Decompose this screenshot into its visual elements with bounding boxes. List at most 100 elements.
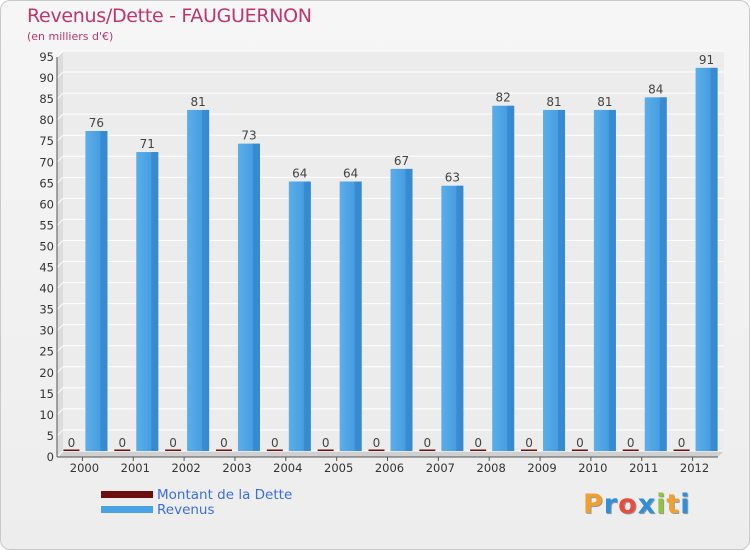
revenue-bar-shade (100, 131, 108, 451)
legend-item-dette: Montant de la Dette (101, 486, 293, 503)
debt-data-label: 0 (373, 436, 381, 450)
gridline-wall (56, 71, 64, 79)
plot-side-wall (57, 51, 63, 457)
revenue-bar-shade (303, 181, 311, 452)
debt-bar (165, 449, 182, 451)
x-tick-label: 2007 (426, 461, 455, 475)
y-tick-label: 90 (39, 71, 54, 85)
revenue-bar-shade (202, 109, 210, 452)
y-tick-label: 85 (39, 92, 54, 106)
debt-bar (63, 449, 80, 451)
gridline-wall (56, 219, 64, 226)
debt-data-label: 0 (271, 436, 279, 450)
logo-letter: P (583, 489, 604, 520)
revenue-bar-shade (608, 109, 616, 452)
legend-item-revenus: Revenus (101, 501, 292, 518)
revenue-bar-shade (354, 181, 362, 452)
revenue-data-label: 81 (546, 95, 561, 109)
revenue-bar-shade (659, 97, 667, 451)
x-tick-label: 2009 (527, 461, 556, 475)
gridline-wall (56, 345, 64, 353)
gridline-wall (56, 198, 64, 205)
revenue-bar-shade (507, 105, 515, 451)
debt-data-label: 0 (68, 436, 76, 450)
revenue-data-label: 81 (190, 95, 205, 109)
y-tick-label: 50 (39, 239, 54, 253)
debt-data-label: 0 (576, 436, 584, 450)
gridline-wall (56, 240, 64, 247)
revenue-bar-shade (252, 143, 260, 451)
x-tick-label: 2003 (222, 461, 251, 475)
y-tick-label: 75 (39, 134, 54, 148)
logo-letter: i (680, 489, 691, 520)
revenue-bar-shade (456, 185, 464, 451)
y-tick-label: 30 (39, 324, 54, 338)
proxiti-logo: Proxiti (583, 489, 691, 520)
gridline-wall (56, 50, 64, 58)
revenue-data-label: 82 (496, 91, 511, 105)
debt-data-label: 0 (322, 436, 330, 450)
y-tick-label: 35 (39, 303, 54, 317)
revenue-data-label: 67 (394, 154, 409, 168)
x-tick-label: 2004 (273, 461, 302, 475)
debt-bar (266, 449, 283, 451)
revenue-data-label: 63 (445, 171, 460, 185)
x-tick-label: 2002 (171, 461, 200, 475)
debt-data-label: 0 (474, 436, 482, 450)
debt-data-label: 0 (118, 436, 126, 450)
y-tick-label: 15 (39, 387, 54, 401)
gridline-wall (56, 324, 64, 332)
x-tick-label: 2010 (578, 461, 607, 475)
y-tick-label: 25 (39, 345, 54, 359)
legend-label-revenus: Revenus (157, 501, 215, 518)
gridline-wall (56, 303, 64, 310)
y-tick-label: 55 (39, 218, 54, 232)
gridline-wall (56, 450, 64, 458)
revenue-bar-shade (405, 168, 413, 452)
y-tick-label: 20 (39, 366, 54, 380)
y-tick-label: 0 (47, 450, 54, 464)
debt-data-label: 0 (627, 436, 635, 450)
revenue-data-label: 84 (648, 82, 663, 96)
debt-bar (114, 449, 131, 451)
legend-swatch-dette (101, 491, 153, 498)
revenue-data-label: 71 (140, 137, 155, 151)
gridline-wall (56, 282, 64, 289)
y-tick-label: 80 (39, 113, 54, 127)
revenue-bar-shade (558, 109, 566, 452)
gridline-wall (56, 429, 64, 437)
logo-letter: x (637, 489, 657, 520)
revenue-data-label: 64 (343, 167, 358, 181)
debt-data-label: 0 (678, 436, 686, 450)
debt-bar (317, 449, 334, 451)
debt-bar (521, 449, 538, 451)
logo-letter: t (666, 489, 681, 520)
debt-bar (622, 449, 639, 451)
debt-data-label: 0 (525, 436, 533, 450)
debt-bar (419, 449, 436, 451)
gridline-wall (56, 387, 64, 395)
y-tick-label: 5 (47, 429, 54, 443)
y-tick-label: 45 (39, 261, 54, 275)
debt-bar (571, 449, 588, 451)
x-tick-label: 2012 (680, 461, 709, 475)
debt-data-label: 0 (424, 436, 432, 450)
legend-label-dette: Montant de la Dette (157, 486, 293, 503)
y-tick-label: 60 (39, 197, 54, 211)
debt-bar (215, 449, 232, 451)
debt-data-label: 0 (220, 436, 228, 450)
y-tick-label: 65 (39, 176, 54, 190)
debt-bar (368, 449, 385, 451)
gridline-wall (56, 366, 64, 374)
revenue-data-label: 81 (597, 95, 612, 109)
gridline-wall (56, 261, 64, 268)
logo-letter: o (618, 489, 638, 520)
gridline-wall (56, 155, 64, 163)
revenue-data-label: 73 (241, 129, 256, 143)
legend: Montant de la Dette Revenus (101, 486, 293, 518)
logo-letter: i (656, 489, 667, 520)
revenue-bar-shade (151, 152, 159, 452)
debt-bar (470, 449, 487, 451)
